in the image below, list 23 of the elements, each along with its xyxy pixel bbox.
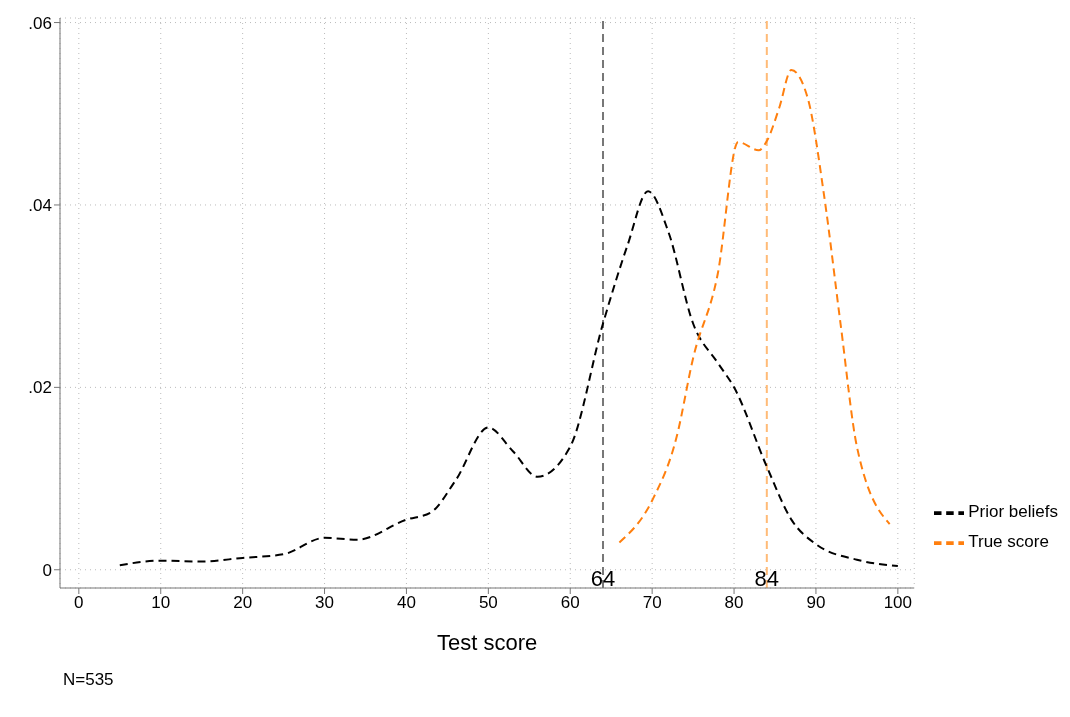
y-tick-label: .04 — [28, 196, 52, 215]
x-tick-label: 90 — [806, 593, 826, 613]
x-tick-label: 60 — [560, 593, 580, 613]
y-tick-label: .02 — [28, 378, 52, 398]
x-tick-label: 100 — [883, 593, 913, 613]
x-tick-label: 10 — [151, 593, 171, 613]
x-tick-label: 70 — [642, 593, 662, 613]
ref-line-label: 84 — [754, 566, 780, 591]
x-tick-label: 40 — [396, 593, 416, 613]
x-tick-label: 30 — [315, 593, 334, 613]
ref-line-label: 64 — [590, 566, 616, 591]
x-tick-label: 0 — [74, 593, 84, 613]
x-tick-label: 80 — [724, 593, 744, 613]
x-tick-label: 20 — [233, 593, 253, 613]
y-tick-label: 0 — [42, 560, 52, 580]
line-series — [618, 68, 891, 544]
legend-label: Prior beliefs — [968, 502, 1058, 522]
x-axis-title: Test score — [436, 630, 538, 655]
x-tick-label: 50 — [478, 593, 498, 613]
text: N=535 — [63, 670, 115, 690]
y-tick-label: .06 — [28, 13, 52, 33]
legend-label: True score — [968, 532, 1049, 552]
line-series — [118, 190, 899, 568]
